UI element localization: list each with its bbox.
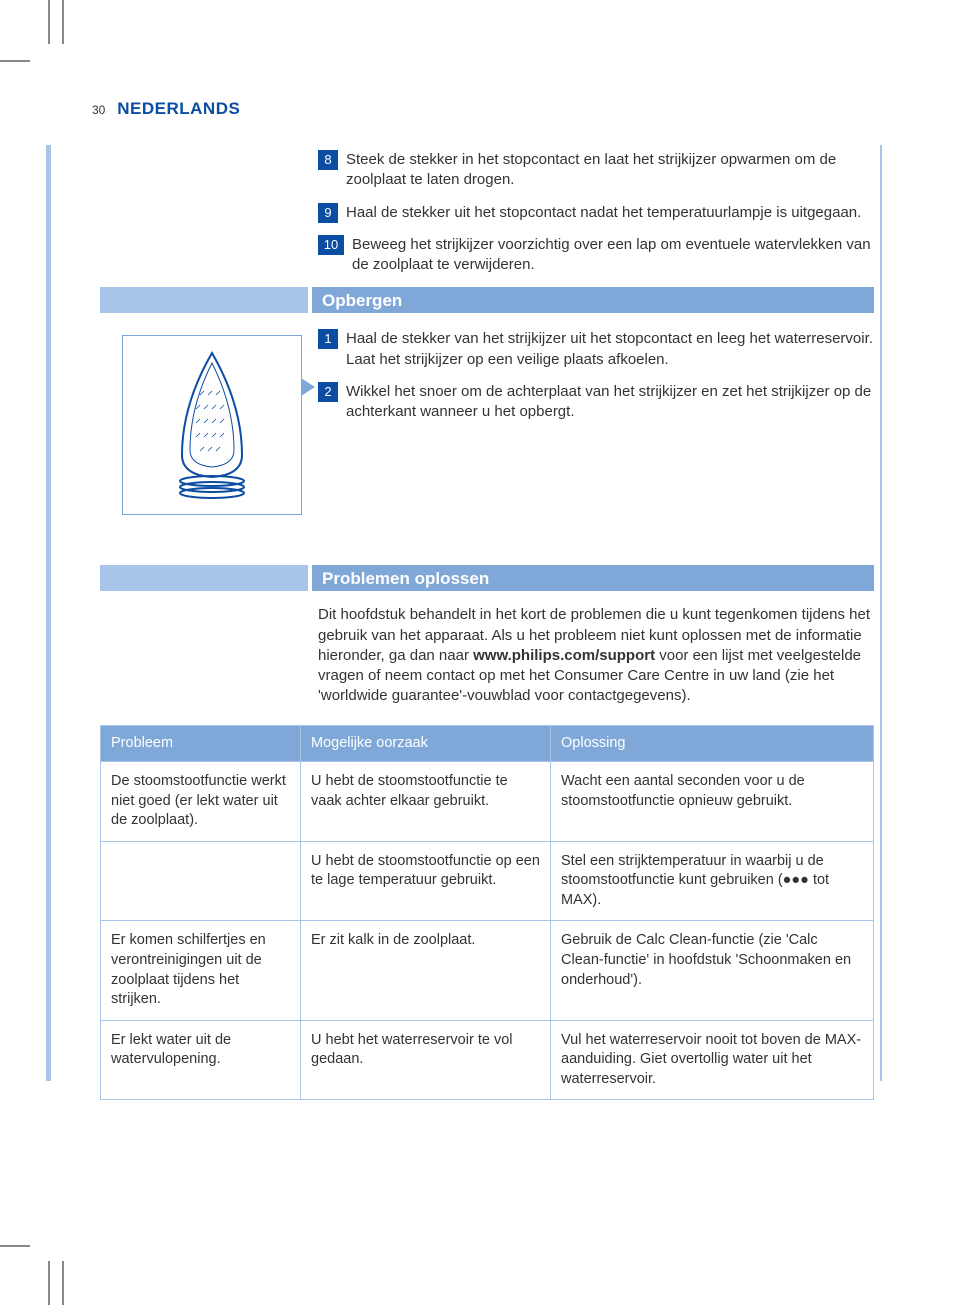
- page-edge-left: [46, 145, 51, 1081]
- col-solution: Oplossing: [551, 725, 874, 762]
- cell-solution: Wacht een aantal seconden voor u de stoo…: [551, 762, 874, 842]
- step-text: Steek de stekker in het stopcontact en l…: [346, 150, 874, 191]
- cell-solution: Vul het waterreservoir nooit tot boven d…: [551, 1020, 874, 1100]
- section-bar-lead: [100, 565, 308, 591]
- page-header: 30 NEDERLANDS: [92, 98, 240, 121]
- table-header-row: Probleem Mogelijke oorzaak Oplossing: [101, 725, 874, 762]
- intro-link: www.philips.com/support: [473, 647, 655, 664]
- step-text: Haal de stekker uit het stopcontact nada…: [346, 203, 874, 223]
- step-number: 8: [318, 150, 338, 170]
- table-row: Er lekt water uit de watervulopening. U …: [101, 1020, 874, 1100]
- illustration-iron-storage: [122, 335, 302, 515]
- cell-problem: Er lekt water uit de watervulopening.: [101, 1020, 301, 1100]
- step-10: 10 Beweeg het strijkijzer voorzichtig ov…: [318, 235, 874, 276]
- troubleshooting-table: Probleem Mogelijke oorzaak Oplossing De …: [100, 725, 874, 1101]
- step-8: 8 Steek de stekker in het stopcontact en…: [318, 150, 874, 191]
- section-bar-storage: Opbergen: [100, 287, 874, 313]
- storage-step-2: 2 Wikkel het snoer om de achterplaat van…: [318, 382, 874, 423]
- cell-cause: U hebt de stoomstootfunctie op een te la…: [301, 841, 551, 921]
- cell-cause: Er zit kalk in de zoolplaat.: [301, 921, 551, 1020]
- callout-arrow-icon: [301, 378, 315, 396]
- storage-steps: 1 Haal de stekker van het strijkijzer ui…: [318, 329, 874, 434]
- language-title: NEDERLANDS: [117, 99, 240, 118]
- section-title: Opbergen: [312, 287, 874, 313]
- cell-problem: De stoomstootfunctie werkt niet goed (er…: [101, 762, 301, 842]
- cell-cause: U hebt het waterreservoir te vol gedaan.: [301, 1020, 551, 1100]
- cell-problem: [101, 841, 301, 921]
- section-bar-trouble: Problemen oplossen: [100, 565, 874, 591]
- step-text: Beweeg het strijkijzer voorzichtig over …: [352, 235, 874, 276]
- cell-problem: Er komen schilfertjes en verontreiniging…: [101, 921, 301, 1020]
- page-number: 30: [92, 103, 105, 117]
- table-row: De stoomstootfunctie werkt niet goed (er…: [101, 762, 874, 842]
- table-row: U hebt de stoomstootfunctie op een te la…: [101, 841, 874, 921]
- top-steps: 8 Steek de stekker in het stopcontact en…: [318, 150, 874, 275]
- step-number: 10: [318, 235, 344, 255]
- step-number: 9: [318, 203, 338, 223]
- step-text: Wikkel het snoer om de achterplaat van h…: [346, 382, 874, 423]
- section-bar-lead: [100, 287, 308, 313]
- page-edge-right: [880, 145, 882, 1081]
- col-problem: Probleem: [101, 725, 301, 762]
- section-title: Problemen oplossen: [312, 565, 874, 591]
- col-cause: Mogelijke oorzaak: [301, 725, 551, 762]
- cell-solution: Stel een strijktemperatuur in waarbij u …: [551, 841, 874, 921]
- step-9: 9 Haal de stekker uit het stopcontact na…: [318, 203, 874, 223]
- step-number: 2: [318, 382, 338, 402]
- storage-step-1: 1 Haal de stekker van het strijkijzer ui…: [318, 329, 874, 370]
- trouble-intro: Dit hoofdstuk behandelt in het kort de p…: [318, 605, 874, 706]
- table-row: Er komen schilfertjes en verontreiniging…: [101, 921, 874, 1020]
- step-text: Haal de stekker van het strijkijzer uit …: [346, 329, 874, 370]
- cell-cause: U hebt de stoomstootfunctie te vaak acht…: [301, 762, 551, 842]
- cell-solution: Gebruik de Calc Clean-functie (zie 'Calc…: [551, 921, 874, 1020]
- step-number: 1: [318, 329, 338, 349]
- iron-icon: [152, 345, 272, 505]
